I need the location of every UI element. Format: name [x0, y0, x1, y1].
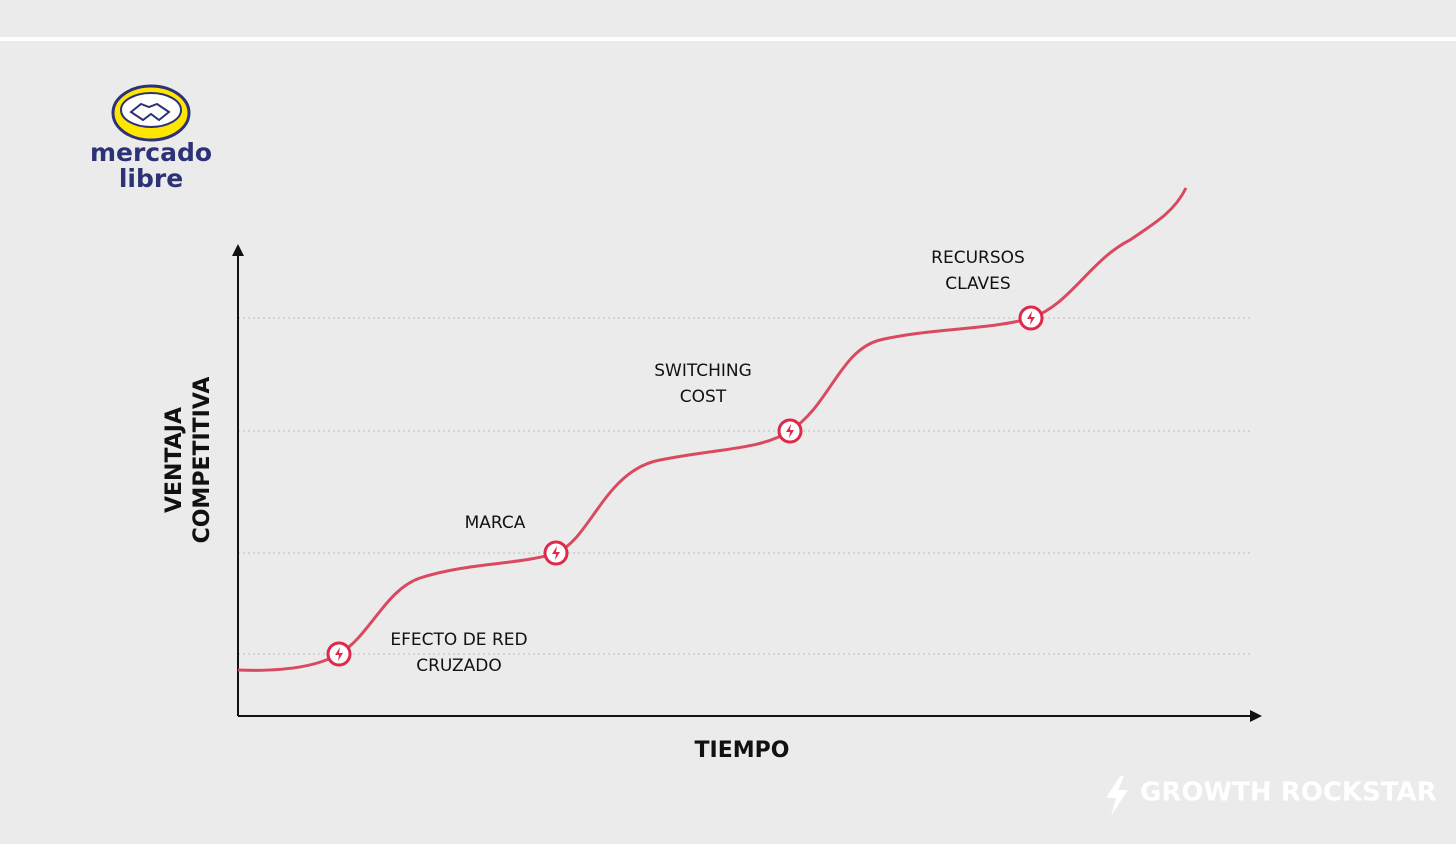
milestone-label: MARCA — [465, 513, 526, 533]
x-axis-label: TIEMPO — [695, 738, 790, 763]
milestone-label: SWITCHING — [654, 361, 752, 381]
milestone-markers — [326, 305, 1044, 667]
y-arrow — [232, 244, 244, 256]
logo-hands — [129, 102, 171, 122]
x-arrow — [1250, 710, 1262, 722]
milestone-label: RECURSOS — [931, 248, 1025, 268]
axes — [232, 244, 1262, 722]
milestone-icon — [335, 647, 343, 661]
logo-text: libre — [119, 164, 183, 193]
y-axis-label: VENTAJA — [162, 407, 187, 513]
brand: GROWTH ROCKSTAR — [1106, 776, 1437, 816]
brand-bolt — [1106, 776, 1128, 816]
milestone-label: CRUZADO — [416, 656, 502, 676]
milestone-label: COST — [680, 387, 727, 407]
top-rule — [0, 37, 1456, 41]
growth-curve — [237, 187, 1188, 672]
grid — [238, 317, 1252, 655]
logo: mercado libre — [90, 84, 212, 193]
milestone-icon — [552, 546, 560, 560]
milestone-icon — [786, 424, 794, 438]
brand-text: GROWTH ROCKSTAR — [1140, 778, 1437, 808]
milestone-label: EFECTO DE RED — [390, 630, 527, 650]
milestone-icon — [1027, 311, 1035, 325]
logo-text: mercado — [90, 138, 212, 167]
milestone-label: CLAVES — [945, 274, 1010, 294]
y-axis-label: COMPETITIVA — [190, 377, 215, 544]
